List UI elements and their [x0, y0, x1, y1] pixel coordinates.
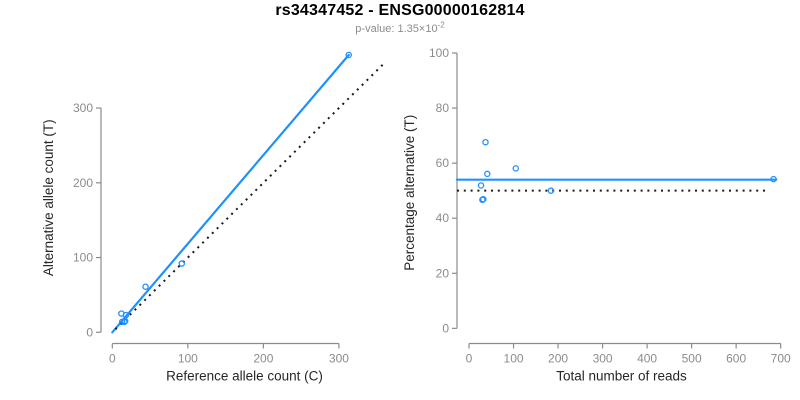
percentage-vs-depth-scatter: 0 100 200 300 400 500 600 700 0 20 40 60 80 100 Total …: [402, 46, 791, 383]
x-axis-title: Total number of reads: [556, 369, 687, 384]
x-tick-label: 0: [109, 352, 116, 366]
x-tick-label: 100: [178, 352, 198, 366]
x-tick-label: 200: [548, 352, 568, 366]
pvalue-text: p-value: 1.35×10: [355, 23, 438, 35]
y-tick-label: 100: [429, 46, 449, 60]
y-tick-label: 20: [436, 266, 450, 280]
identity-line: [114, 61, 387, 331]
y-tick-label: 60: [436, 156, 450, 170]
data-point: [770, 175, 777, 183]
x-tick-label: 400: [637, 352, 657, 366]
data-point: [121, 318, 128, 326]
data-point: [547, 187, 555, 194]
y-axis-title: Alternative allele count (T): [41, 119, 56, 276]
y-tick-label: 40: [436, 211, 450, 225]
x-axis-title: Reference allele count (C): [166, 369, 323, 384]
x-tick-label: 200: [253, 352, 273, 366]
data-point: [178, 260, 186, 267]
x-tick-label: 0: [466, 352, 473, 366]
data-point: [477, 182, 485, 189]
y-axis-title: Percentage alternative (T): [402, 115, 417, 271]
y-tick-label: 80: [436, 101, 450, 115]
pvalue-subtitle: p-value: 1.35×10-2: [0, 20, 800, 35]
x-tick-label: 300: [329, 352, 349, 366]
data-point: [345, 51, 352, 59]
data-point: [482, 138, 489, 146]
allele-counts-scatter: 0 100 200 300 0 100 200 300 Reference allele cou…: [41, 51, 387, 384]
data-point: [121, 317, 129, 325]
data-point: [512, 165, 520, 172]
x-tick-label: 300: [593, 352, 613, 366]
fitted-ratio-line: [111, 53, 350, 334]
pvalue-exponent: -2: [437, 20, 445, 30]
y-tick-label: 0: [442, 321, 449, 335]
data-point: [480, 195, 487, 203]
x-tick-label: 100: [504, 352, 524, 366]
x-tick-label: 500: [682, 352, 702, 366]
data-point: [484, 170, 491, 178]
y-tick-label: 200: [73, 176, 93, 190]
y-tick-label: 100: [73, 251, 93, 265]
x-tick-label: 700: [771, 352, 791, 366]
y-tick-label: 300: [73, 101, 93, 115]
figure-title: rs34347452 - ENSG00000162814: [275, 2, 525, 19]
y-tick-label: 0: [86, 325, 93, 339]
data-point: [122, 311, 130, 319]
data-point: [118, 318, 126, 326]
data-point: [142, 283, 149, 290]
x-tick-label: 600: [726, 352, 746, 366]
